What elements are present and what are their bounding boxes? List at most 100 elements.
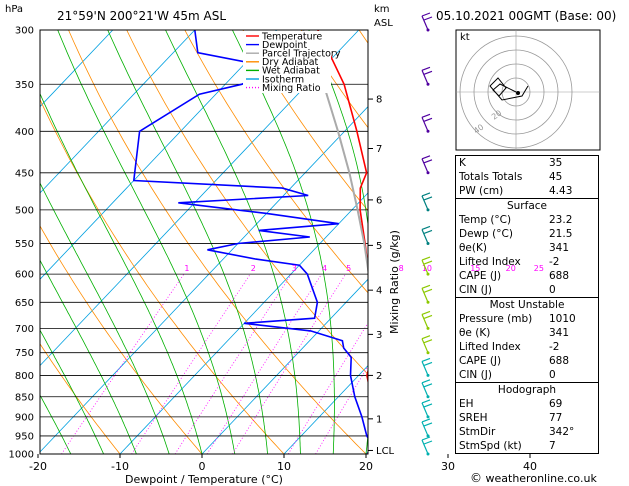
pressure-tick-label: 850: [15, 392, 34, 403]
wind-barb-flag: [421, 66, 431, 71]
mixing-ratio-label: 5: [346, 264, 351, 273]
series-parcel-trajectory: [302, 30, 368, 276]
km-tick-label: LCL: [376, 446, 395, 457]
wind-barb-flag: [423, 196, 433, 201]
wind-barb-flag: [423, 339, 433, 344]
wind-barb-dot: [426, 373, 430, 377]
hpa-label: hPa: [5, 4, 23, 15]
hodograph-kt-label: kt: [460, 32, 470, 43]
index-row-pw: PW (cm) 4.43: [459, 185, 573, 197]
wind-barb-dot: [426, 208, 430, 212]
surface-row: Lifted Index -2: [459, 256, 560, 268]
hodograph-box: Hodograph EH 69 SREH 77 StmDir 342° StmSpd …: [455, 382, 599, 454]
temperature-tick-label: -20: [29, 460, 47, 473]
km-tick-label: 8: [376, 95, 382, 106]
wind-barb: [421, 70, 429, 85]
pressure-tick-label: 300: [15, 26, 34, 37]
wind-barb-flag: [421, 436, 431, 441]
temperature-tick-label: 30: [441, 460, 455, 473]
wind-barb-flag: [423, 361, 433, 366]
site-link[interactable]: weatheronline.co.uk: [485, 472, 597, 485]
wind-barb-flag: [421, 284, 431, 289]
pressure-tick-label: 950: [15, 431, 34, 442]
hodograph-row: SREH 77: [459, 412, 563, 424]
legend-label: Temperature: [261, 31, 322, 42]
km-label: km: [374, 4, 390, 15]
wind-barb-flag: [423, 229, 433, 235]
wind-barb-flag: [421, 418, 431, 423]
hodograph-title: Hodograph: [497, 384, 557, 396]
dry-adiabat-line: [242, 30, 368, 212]
wind-barb-flag: [421, 379, 431, 384]
wind-barb-flag: [421, 357, 431, 362]
surface-row: θe(K) 341: [459, 242, 570, 254]
wet-adiabat-line: [57, 30, 236, 454]
wind-barb-flag: [423, 440, 433, 445]
pressure-tick-label: 650: [15, 298, 34, 309]
wind-barb-flag: [423, 422, 433, 427]
mixing-ratio-label: 1: [184, 264, 189, 273]
wind-barb-dot: [426, 434, 430, 438]
wind-barb-flag: [421, 310, 431, 315]
hodograph-frame: [455, 29, 601, 151]
mixing-ratio-label: 10: [422, 264, 432, 273]
wind-barb: [421, 439, 429, 455]
pressure-tick-label: 800: [15, 371, 34, 382]
wind-barb-dot: [426, 452, 430, 456]
datetime-title: 05.10.2021 00GMT (Base: 00): [436, 9, 616, 23]
copyright-symbol: ©: [470, 471, 482, 485]
km-tick-label: 7: [376, 144, 382, 155]
mixing-ratio-line: [61, 273, 185, 454]
km-axis: 8 7 6 5 4 3 2 1 LCL: [368, 95, 395, 457]
series-dewpoint: [132, 30, 368, 440]
hodograph-storm-motion: [516, 91, 520, 95]
wind-barb: [421, 229, 429, 244]
hodograph-row: StmSpd (kt) 7: [459, 440, 556, 452]
temperature-tick-label: 20: [359, 460, 373, 473]
wind-barb-flag: [423, 117, 433, 122]
pressure-tick-label: 350: [15, 80, 34, 91]
mixing-ratio-labels: 1 2 3 4 5 8 10 15 20 25: [184, 264, 544, 273]
indices-box: K 35 Totals Totals 45 PW (cm) 4.43: [455, 155, 599, 198]
wind-barb-flag: [423, 260, 433, 265]
legend-label: Isotherm: [262, 74, 304, 85]
mixing-ratio-label: 4: [322, 264, 327, 273]
mixing-ratio-label: 25: [534, 264, 544, 273]
wind-barb: [421, 15, 429, 31]
isotherm-line: [201, 278, 368, 454]
mixing-ratio-line: [287, 322, 368, 454]
pressure-tick-label: 600: [15, 270, 34, 281]
wind-barb: [421, 195, 429, 211]
surface-title: Surface: [506, 200, 547, 212]
dry-adiabat-line: [184, 30, 368, 294]
wind-barb-flag: [421, 335, 431, 340]
wet-adiabat-line: [40, 329, 104, 454]
wind-barb-flag: [423, 314, 433, 319]
surface-row: Temp (°C) 23.2: [459, 214, 573, 226]
legend-label: Mixing Ratio: [262, 83, 321, 94]
most-unstable-box: Most Unstable Pressure (mb) 1010 θe (K) 34…: [455, 297, 599, 382]
km-tick-label: 5: [376, 241, 382, 252]
km-tick-label: 1: [376, 414, 382, 425]
wind-barb-dot: [426, 326, 430, 330]
wind-barb: [421, 402, 429, 418]
surface-box: Surface Temp (°C) 23.2 Dewp (°C) 21.5 θe(K…: [455, 198, 599, 297]
isotherm-line: [283, 364, 368, 454]
pressure-tick-label: 700: [15, 324, 34, 335]
isotherm-line: [40, 30, 278, 280]
wind-barb-dot: [426, 351, 430, 355]
wind-barb-dot: [426, 300, 430, 304]
wind-barb: [421, 259, 429, 275]
wind-barb-flag: [421, 113, 431, 118]
pressure-tick-label: 500: [15, 205, 34, 216]
legend-label: Dewpoint: [262, 40, 307, 51]
series-layer: [132, 30, 368, 440]
index-row-totals: Totals Totals 45: [459, 171, 563, 183]
wind-barb: [421, 314, 429, 329]
most-unstable-row: Lifted Index -2: [459, 341, 560, 353]
pressure-tick-label: 750: [15, 348, 34, 359]
mixing-ratio-label: 3: [292, 264, 297, 273]
km-tick-label: 3: [376, 330, 382, 341]
wind-barb: [421, 382, 429, 398]
wind-barb-flag: [421, 256, 431, 261]
